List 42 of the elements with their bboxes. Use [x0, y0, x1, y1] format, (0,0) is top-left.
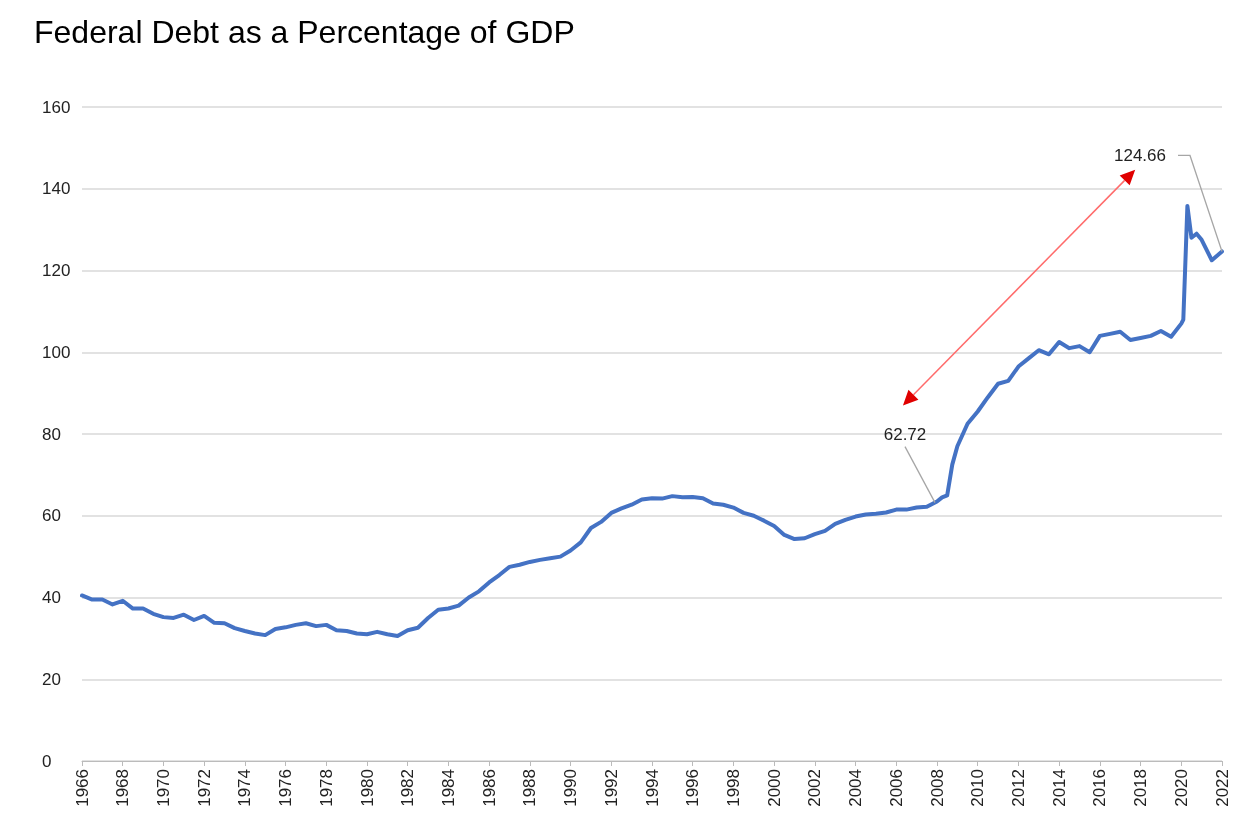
x-tick-label: 1988	[520, 769, 540, 807]
y-tick-label: 40	[42, 588, 61, 607]
chart-title: Federal Debt as a Percentage of GDP	[34, 14, 575, 51]
x-tick-label: 2014	[1049, 769, 1069, 807]
x-tick-label: 2012	[1008, 769, 1028, 807]
x-tick-label: 2006	[886, 769, 906, 807]
line-series	[80, 203, 1224, 638]
x-tick-label: 1992	[601, 769, 621, 807]
x-tick-label: 1972	[194, 769, 214, 807]
annotation: 62.72	[883, 425, 927, 445]
y-tick-label: 0	[42, 751, 52, 771]
y-tick-label: 140	[42, 179, 71, 199]
x-tick-label: 2020	[1171, 769, 1191, 807]
x-tick-label: 1980	[357, 769, 377, 807]
x-tick-label: 2008	[927, 769, 947, 807]
x-tick-label: 1994	[642, 769, 662, 807]
x-tick-label: 1990	[561, 769, 581, 807]
x-tick-label: 1978	[316, 769, 336, 807]
x-tick-label: 2002	[805, 769, 825, 807]
x-tick-label: 1976	[276, 769, 296, 807]
y-tick-label: 100	[42, 342, 71, 362]
x-tick-label: 1982	[398, 769, 418, 807]
x-tick-label: 1966	[72, 769, 92, 807]
x-tick-label: 2016	[1090, 769, 1110, 807]
y-tick-label: 80	[42, 424, 61, 444]
annotation: 124.66	[1114, 145, 1166, 165]
y-tick-label: 20	[42, 669, 61, 689]
x-tick-label: 1970	[153, 769, 173, 807]
x-tick-label: 1984	[438, 769, 458, 807]
x-tick-label: 1974	[235, 769, 255, 807]
x-tick-label: 1968	[113, 769, 133, 807]
x-tick-label: 2004	[846, 769, 866, 807]
x-tick-label: 1998	[723, 769, 743, 807]
x-tick-label: 2010	[968, 769, 988, 807]
y-tick-label: 120	[42, 261, 71, 280]
x-tick-label: 2018	[1131, 769, 1151, 807]
x-tick-label: 1986	[479, 769, 499, 807]
y-tick-label: 60	[42, 506, 61, 526]
x-tick-label: 2000	[764, 769, 784, 807]
y-tick-label: 160	[42, 97, 71, 117]
x-tick-label: 2022	[1212, 769, 1232, 807]
x-tick-label: 1996	[683, 769, 703, 807]
